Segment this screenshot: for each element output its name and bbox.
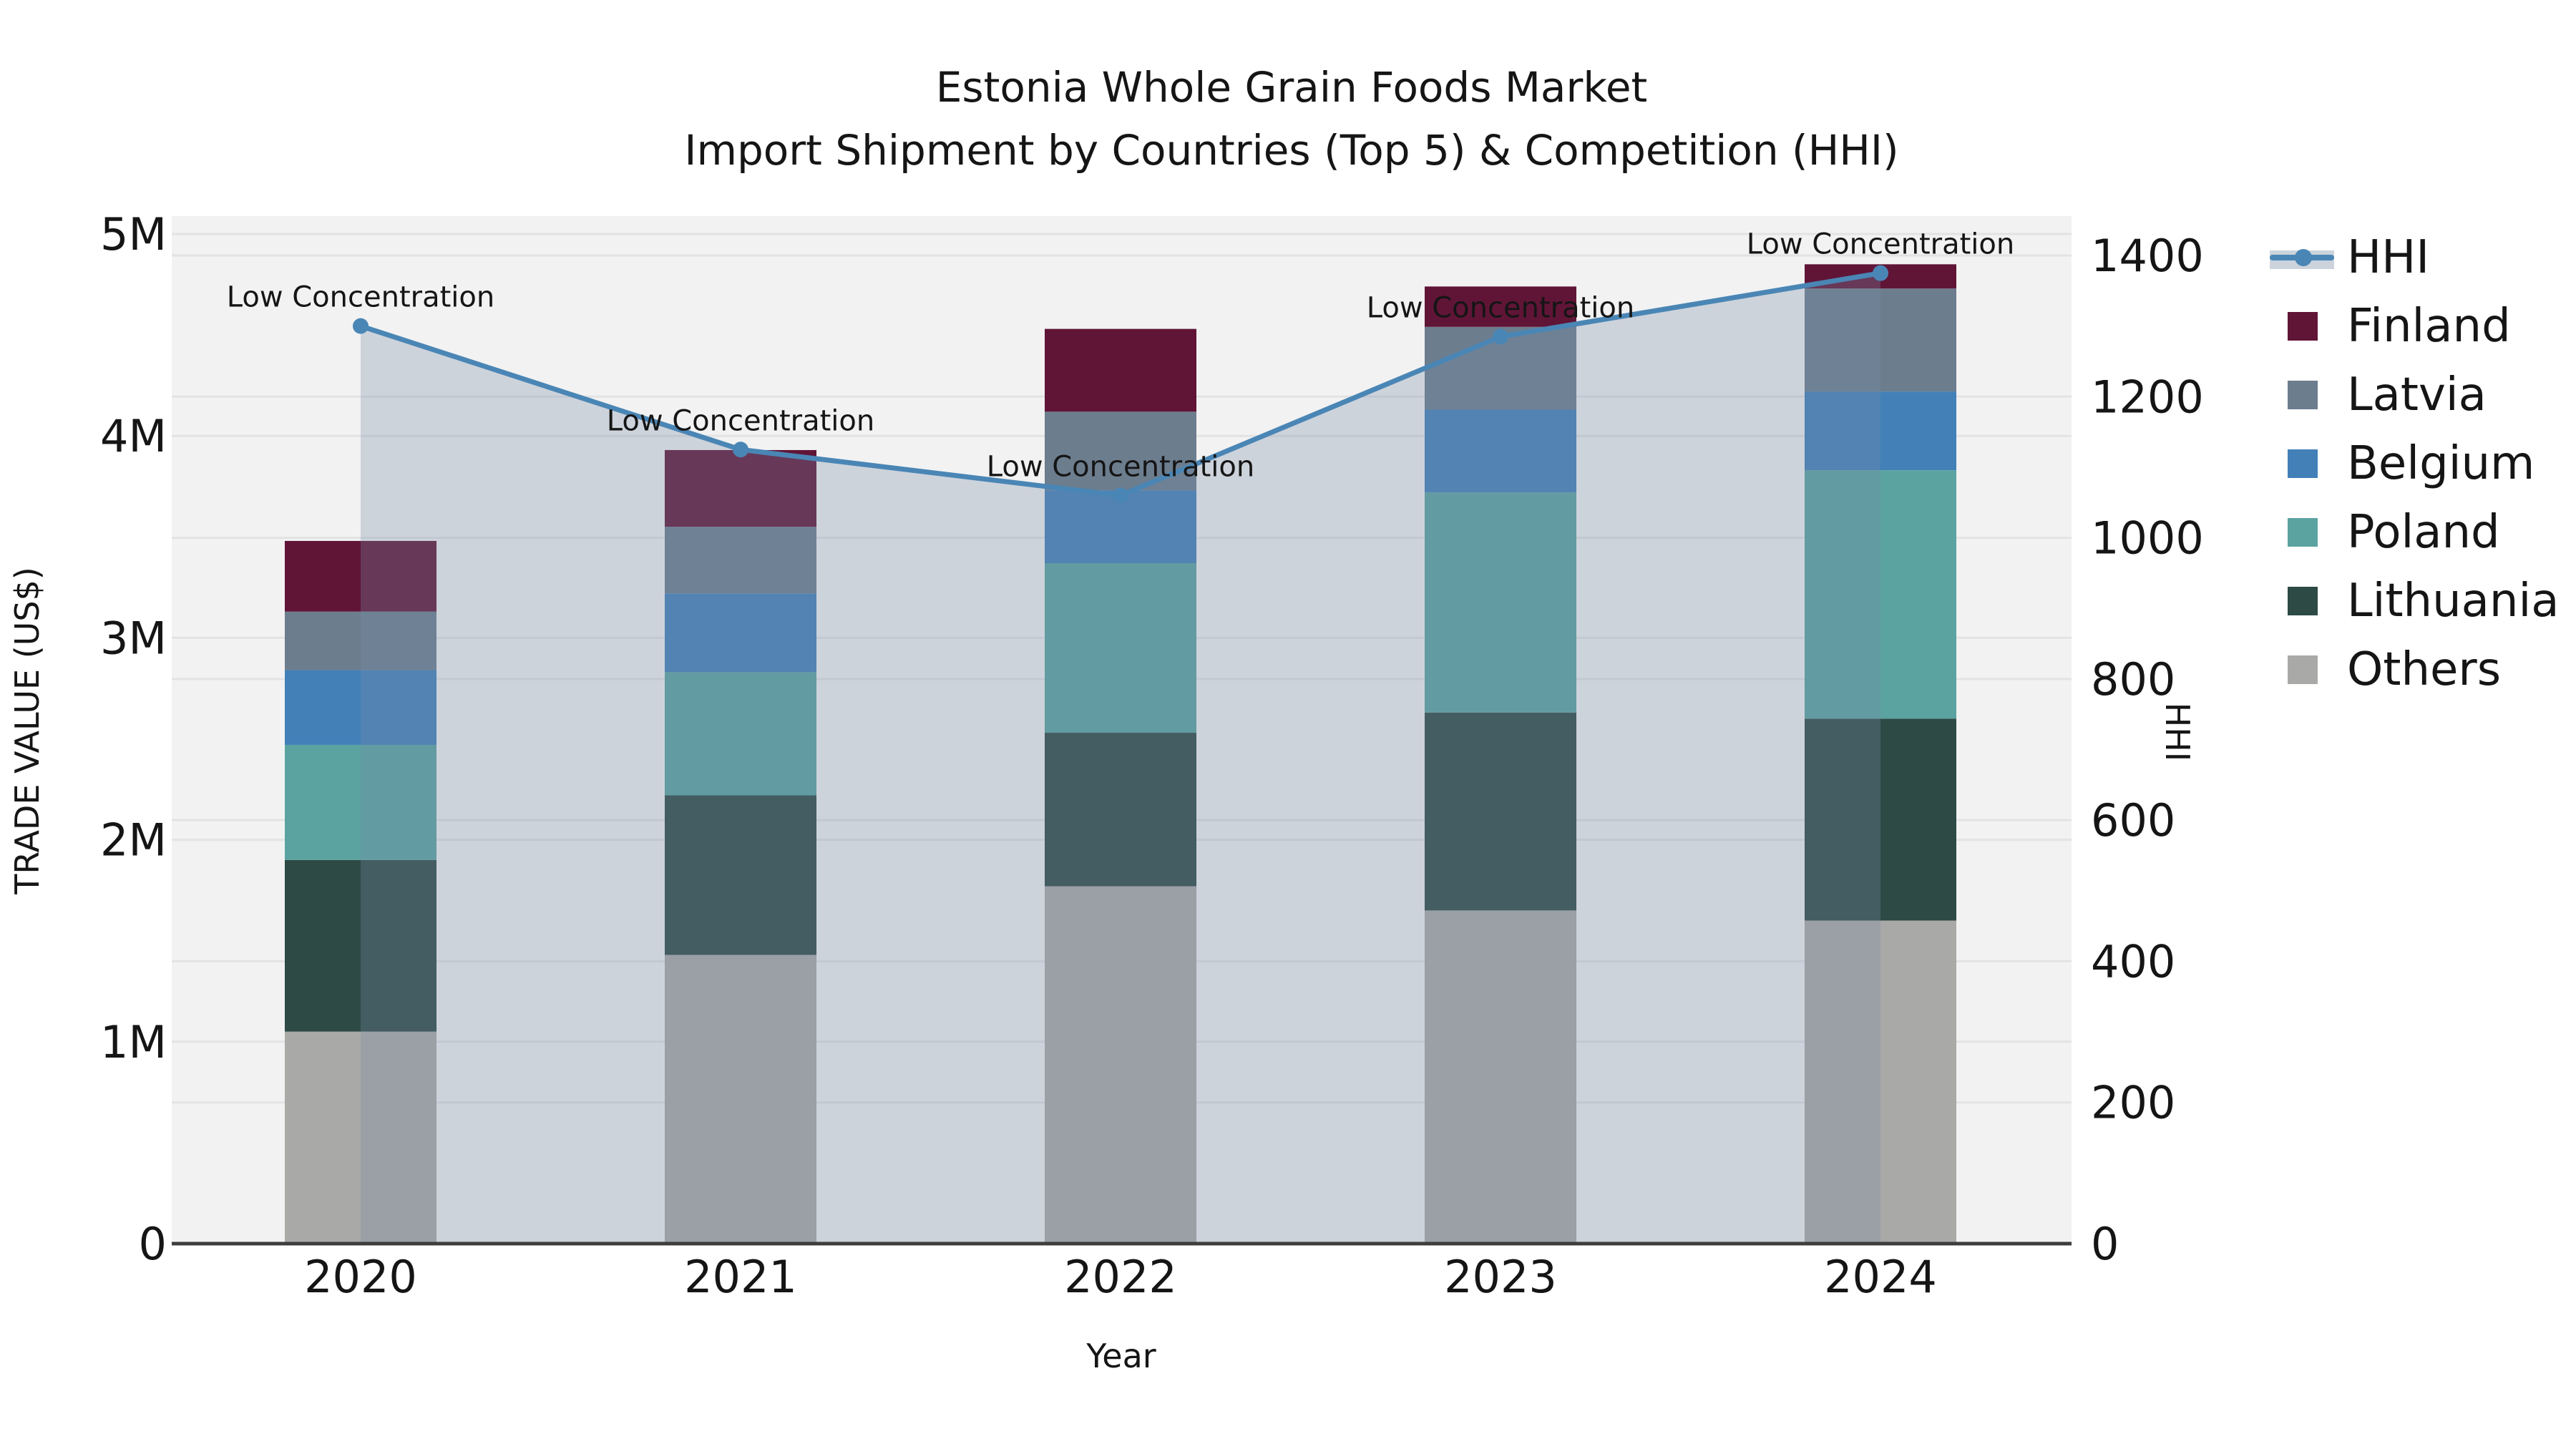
bar-segment-others-2021 xyxy=(665,955,816,1244)
legend: HHI Finland Latvia Belgium Poland Lithuania Ot… xyxy=(2270,223,2559,704)
bar-segment-lithuania-2020 xyxy=(285,859,436,1032)
bar-segment-finland-2021 xyxy=(665,449,816,527)
annotation-2024: Low Concentration xyxy=(1747,228,2014,261)
chart-title-line2: Import Shipment by Countries (Top 5) & C… xyxy=(684,126,1899,175)
legend-item-latvia: Latvia xyxy=(2270,361,2559,429)
y-tick-right-600: 600 xyxy=(2091,794,2175,847)
bar-segment-others-2024 xyxy=(1805,920,1956,1244)
y-tick-left-3M: 3M xyxy=(100,612,167,664)
y-tick-right-400: 400 xyxy=(2091,935,2175,987)
bar-segment-belgium-2020 xyxy=(285,670,436,745)
y-axis-label-left: TRADE VALUE (US$) xyxy=(8,567,47,894)
bar-segment-finland-2023 xyxy=(1425,286,1576,327)
bar-segment-belgium-2021 xyxy=(665,593,816,673)
bar-segment-poland-2020 xyxy=(285,744,436,860)
annotation-2022: Low Concentration xyxy=(987,450,1254,483)
hhi-point-2020 xyxy=(353,318,369,334)
legend-swatch-poland xyxy=(2270,498,2347,567)
hhi-legend-marker xyxy=(2295,249,2312,266)
color-swatch-icon xyxy=(2288,518,2318,547)
legend-label-hhi: HHI xyxy=(2347,231,2430,284)
bar-segment-lithuania-2024 xyxy=(1805,718,1956,921)
x-axis-label: Year xyxy=(1086,1337,1156,1375)
legend-swatch-finland xyxy=(2270,292,2347,361)
x-tick-2021: 2021 xyxy=(684,1251,797,1303)
legend-swatch-lithuania xyxy=(2270,567,2347,635)
x-tick-2024: 2024 xyxy=(1824,1251,1937,1303)
legend-item-lithuania: Lithuania xyxy=(2270,567,2559,635)
hhi-point-2022 xyxy=(1113,487,1128,504)
bar-segment-poland-2022 xyxy=(1045,562,1196,733)
color-swatch-icon xyxy=(2288,312,2318,341)
x-tick-2020: 2020 xyxy=(304,1251,417,1303)
bar-segment-lithuania-2022 xyxy=(1045,733,1196,887)
y-axis-label-right: HHI xyxy=(2158,702,2197,762)
legend-label-others: Others xyxy=(2347,643,2502,696)
legend-label-poland: Poland xyxy=(2347,506,2500,559)
bar-segment-others-2020 xyxy=(285,1031,436,1244)
annotation-2023: Low Concentration xyxy=(1367,291,1634,324)
bar-segment-finland-2020 xyxy=(285,540,436,612)
bar-segment-others-2023 xyxy=(1425,910,1576,1244)
y-tick-right-1200: 1200 xyxy=(2091,371,2204,423)
y-tick-left-0: 0 xyxy=(139,1218,167,1270)
annotation-2020: Low Concentration xyxy=(227,281,494,314)
hhi-point-2023 xyxy=(1493,328,1508,345)
y-tick-right-200: 200 xyxy=(2091,1077,2175,1129)
legend-item-others: Others xyxy=(2270,635,2559,704)
bar-segment-latvia-2024 xyxy=(1805,288,1956,392)
legend-item-hhi: HHI xyxy=(2270,223,2559,292)
hhi-point-2024 xyxy=(1873,265,1888,281)
bar-segment-lithuania-2023 xyxy=(1425,712,1576,911)
bar-segment-poland-2023 xyxy=(1425,492,1576,713)
legend-swatch-latvia xyxy=(2270,361,2347,429)
hhi-line-icon xyxy=(2270,223,2347,292)
legend-swatch-belgium xyxy=(2270,429,2347,498)
bar-segment-others-2022 xyxy=(1045,886,1196,1244)
y-tick-right-0: 0 xyxy=(2091,1218,2119,1270)
x-tick-2022: 2022 xyxy=(1064,1251,1177,1303)
bar-segment-latvia-2021 xyxy=(665,527,816,594)
bar-segment-latvia-2020 xyxy=(285,611,436,670)
annotation-2021: Low Concentration xyxy=(607,404,874,437)
bar-segment-finland-2022 xyxy=(1045,328,1196,412)
legend-item-belgium: Belgium xyxy=(2270,429,2559,498)
legend-swatch-others xyxy=(2270,635,2347,704)
y-tick-right-1000: 1000 xyxy=(2091,512,2204,565)
hhi-point-2021 xyxy=(733,441,748,458)
y-tick-right-1400: 1400 xyxy=(2091,230,2204,282)
color-swatch-icon xyxy=(2288,587,2318,615)
hhi-area-fill xyxy=(361,273,1880,1244)
legend-label-latvia: Latvia xyxy=(2347,369,2487,421)
color-swatch-icon xyxy=(2288,381,2318,409)
x-tick-2023: 2023 xyxy=(1444,1251,1557,1303)
chart-title-line1: Estonia Whole Grain Foods Market xyxy=(935,63,1648,112)
color-swatch-icon xyxy=(2288,449,2318,478)
bar-segment-lithuania-2021 xyxy=(665,795,816,955)
bar-segment-belgium-2024 xyxy=(1805,391,1956,471)
y-tick-left-1M: 1M xyxy=(100,1016,167,1068)
legend-item-finland: Finland xyxy=(2270,292,2559,361)
y-tick-right-800: 800 xyxy=(2091,653,2175,706)
y-tick-left-5M: 5M xyxy=(100,208,167,260)
legend-item-poland: Poland xyxy=(2270,498,2559,567)
legend-label-lithuania: Lithuania xyxy=(2347,575,2560,628)
color-swatch-icon xyxy=(2288,655,2318,684)
y-tick-left-2M: 2M xyxy=(100,814,167,867)
bar-segment-belgium-2023 xyxy=(1425,409,1576,493)
bar-segment-poland-2021 xyxy=(665,672,816,796)
y-tick-left-4M: 4M xyxy=(100,410,167,462)
legend-label-finland: Finland xyxy=(2347,300,2511,353)
bar-segment-poland-2024 xyxy=(1805,470,1956,719)
legend-label-belgium: Belgium xyxy=(2347,437,2535,490)
bar-segment-latvia-2022 xyxy=(1045,411,1196,491)
